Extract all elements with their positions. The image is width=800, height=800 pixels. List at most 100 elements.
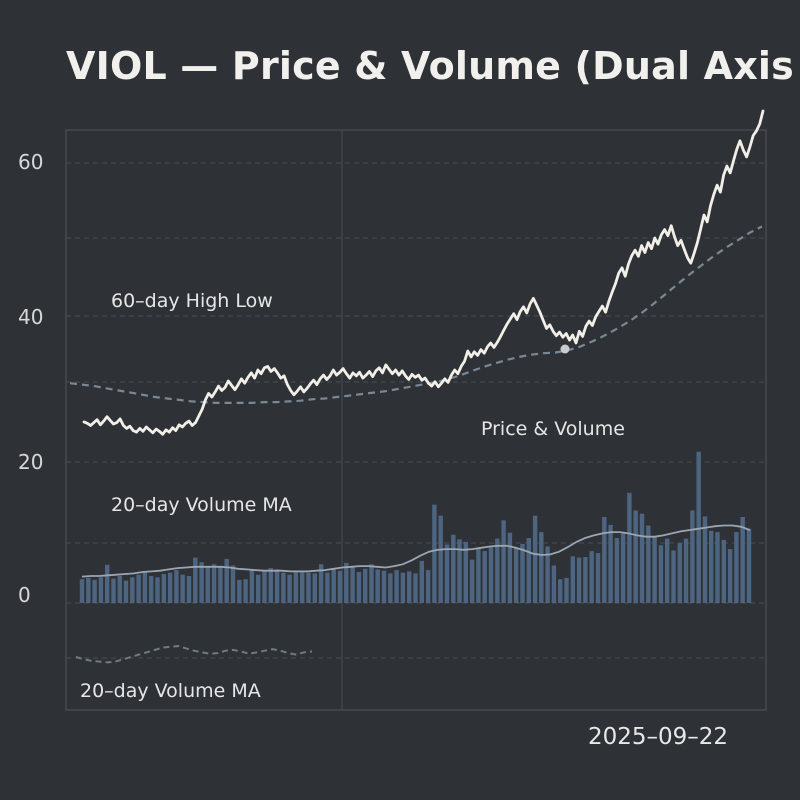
volume-bar (451, 534, 456, 603)
volume-bar (432, 504, 437, 603)
volume-bar (237, 579, 242, 603)
price-ma-line (69, 225, 763, 404)
ma-marker-dot (560, 344, 570, 354)
volume-bar (92, 579, 97, 603)
chart-title: VIOL — Price & Volume (Dual Axis (66, 44, 794, 88)
volume-bar (193, 557, 198, 603)
volume-bar (444, 544, 450, 603)
volume-bar (627, 492, 632, 603)
volume-bar (564, 577, 569, 603)
volume-bar (709, 530, 714, 603)
volume-bar (608, 524, 613, 603)
volume-bar (117, 576, 122, 603)
volume-bar (161, 574, 166, 603)
volume-bar (312, 573, 317, 603)
volume-bar (545, 546, 550, 603)
volume-bar (671, 550, 676, 603)
volume-bar (388, 573, 393, 603)
volume-bar (652, 536, 657, 603)
annotation-60day-high-low: 60–day High Low (111, 290, 273, 312)
volume-bar (583, 557, 588, 603)
volume-bar (262, 571, 267, 603)
date-label: 2025–09–22 (588, 724, 729, 750)
volume-bar (381, 570, 387, 603)
volume-bar (337, 570, 343, 603)
annotation-volume-ma-lower: 20–day Volume MA (80, 680, 261, 702)
volume-bar (727, 549, 733, 603)
volume-bar (300, 571, 305, 603)
volume-bar (476, 548, 481, 603)
volume-bar (356, 572, 362, 603)
volume-bar (633, 510, 638, 603)
volume-bar (142, 572, 148, 603)
plot-frame (65, 129, 767, 711)
volume-bar (369, 564, 374, 603)
volume-bar (438, 515, 443, 603)
volume-bar (325, 572, 330, 603)
volume-bar (501, 520, 506, 603)
volume-bar (243, 579, 248, 603)
volume-bar (665, 538, 670, 603)
volume-bar (205, 567, 210, 603)
volume-bar (646, 525, 651, 603)
volume-bar (331, 569, 336, 603)
volume-bar (558, 579, 563, 603)
y-tick-60: 60 (18, 150, 44, 174)
volume-bar (589, 551, 594, 603)
volume-bar (425, 570, 431, 603)
y-tick-0: 0 (18, 583, 31, 607)
volume-bar (734, 532, 739, 603)
volume-bar (532, 515, 538, 603)
volume-bar (281, 572, 286, 603)
volume-bar (595, 553, 601, 603)
volume-bar (740, 517, 745, 603)
volume-bar (702, 516, 708, 603)
volume-bar (520, 543, 525, 603)
volume-bar (715, 532, 720, 603)
volume-bar (419, 560, 424, 603)
volume-bar (186, 576, 192, 603)
volume-bar (136, 574, 141, 603)
volume-bar (155, 577, 160, 603)
y-tick-40: 40 (18, 305, 44, 329)
volume-bar (721, 539, 726, 603)
volume-bar (79, 579, 85, 603)
volume-bar (123, 580, 129, 603)
annotation-price-volume: Price & Volume (481, 418, 625, 440)
volume-bar (249, 570, 255, 603)
volume-bar (602, 517, 607, 603)
volume-bar (224, 558, 229, 603)
volume-bar (539, 532, 544, 603)
volume-bar (482, 551, 487, 603)
volume-bar (677, 543, 682, 603)
volume-bar (551, 565, 557, 603)
y-tick-20: 20 (18, 450, 44, 474)
volume-bar (696, 451, 701, 603)
volume-bar (306, 572, 311, 603)
volume-bar (469, 559, 475, 603)
volume-ma-line (81, 524, 751, 578)
volume-bar (344, 562, 349, 603)
volume-bar (293, 572, 299, 603)
volume-bar (394, 570, 399, 603)
volume-bar (111, 578, 116, 603)
volume-bar (98, 577, 104, 603)
volume-bar (683, 538, 689, 603)
volume-bar (199, 562, 204, 603)
volume-bar (180, 574, 185, 603)
volume-bar (400, 572, 406, 603)
volume-bar (495, 538, 500, 603)
annotation-volume-ma-upper: 20–day Volume MA (111, 494, 292, 516)
volume-bar (167, 572, 173, 603)
volume-bar (274, 569, 280, 603)
volume-bar (690, 510, 695, 603)
volume-bar (256, 574, 261, 603)
price-line (82, 109, 765, 436)
volume-bar (514, 547, 519, 603)
volume-bar (614, 538, 620, 603)
lower-volume-ma-line (75, 644, 313, 664)
volume-bar (463, 541, 468, 603)
volume-bar (639, 513, 645, 603)
volume-bar (488, 547, 494, 603)
